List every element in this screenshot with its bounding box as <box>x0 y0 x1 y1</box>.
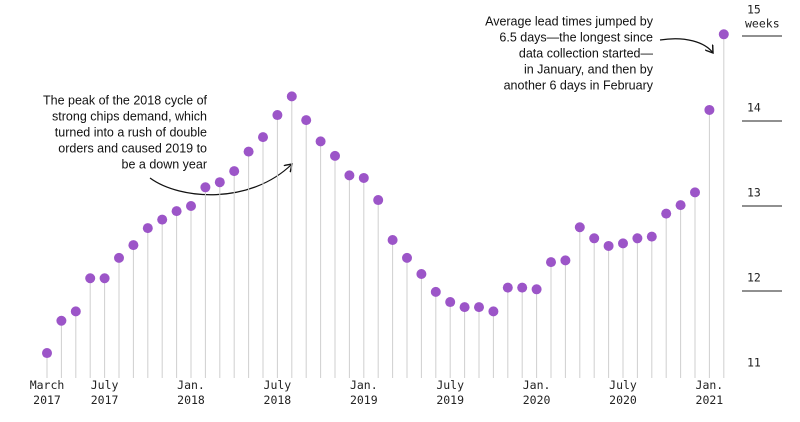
annotation: in January, and then by <box>524 62 654 76</box>
x-tick-label: July 2019 <box>436 378 465 407</box>
dot <box>445 297 456 308</box>
dot <box>42 348 52 359</box>
y-tick-label: 13 <box>747 186 761 200</box>
x-tick-label: July 2020 <box>609 378 637 407</box>
x-tick-label: July 2018 <box>263 378 292 407</box>
dot <box>358 172 369 183</box>
arrow <box>149 164 292 196</box>
y-tick-label: 14 <box>747 101 761 115</box>
annotation: another 6 days in February <box>504 78 654 92</box>
dot <box>517 282 528 293</box>
dot <box>258 132 268 143</box>
annotation: strong chips demand, which <box>52 109 207 123</box>
dot <box>488 306 499 317</box>
dot <box>286 91 297 102</box>
dot <box>589 233 600 244</box>
annotation: be a down year <box>122 157 207 171</box>
arrow <box>659 38 713 53</box>
dot <box>272 110 283 121</box>
dot <box>85 273 96 284</box>
dot <box>574 222 585 233</box>
dot <box>186 201 196 211</box>
dot <box>387 235 398 245</box>
x-tick-label: Jan. 2018 <box>177 378 205 407</box>
x-tick-label: July 2017 <box>90 378 119 407</box>
x-tick-label: Jan. 2020 <box>522 378 551 407</box>
dot <box>531 284 542 295</box>
dot <box>646 231 657 242</box>
annotation: orders and caused 2019 to <box>58 141 207 155</box>
dot <box>128 240 139 251</box>
annotation: The peak of the 2018 cycle of <box>43 93 208 107</box>
dot <box>56 315 67 326</box>
dot <box>171 206 182 217</box>
dot <box>214 177 225 188</box>
annotation: turned into a rush of double <box>55 125 207 139</box>
x-tick-label: Jan. 2021 <box>695 378 724 407</box>
dot <box>315 136 326 147</box>
dot <box>704 104 715 115</box>
dot <box>430 286 441 297</box>
dot <box>114 252 124 263</box>
dot <box>70 306 81 317</box>
dot <box>690 187 700 198</box>
dot <box>157 214 168 225</box>
y-tick-label: 12 <box>747 271 761 285</box>
dot <box>718 29 729 40</box>
x-tick-label: Jan. 2019 <box>349 378 378 407</box>
dot <box>459 302 470 313</box>
y-tick-label: 11 <box>747 356 761 370</box>
dot <box>661 208 672 219</box>
dot <box>373 195 384 206</box>
dot <box>618 238 628 249</box>
dot <box>402 252 412 263</box>
dot <box>200 182 211 193</box>
dot <box>99 273 110 284</box>
dot <box>632 233 643 244</box>
dot <box>546 257 556 268</box>
dot <box>229 166 240 177</box>
y-unit: weeks <box>745 17 780 31</box>
dot <box>675 200 686 211</box>
dot <box>142 223 153 234</box>
dot <box>301 115 312 126</box>
dot <box>330 150 340 161</box>
y-tick-label: 15 <box>747 3 761 17</box>
dot <box>344 170 355 181</box>
annotation: data collection started— <box>519 46 654 60</box>
dot <box>603 240 614 251</box>
dot <box>474 302 484 313</box>
x-tick-label: March 2017 <box>29 378 65 407</box>
dot <box>416 269 427 279</box>
dot <box>560 255 571 266</box>
dot <box>502 282 513 293</box>
annotation: 6.5 days—the longest since <box>499 30 653 44</box>
annotation: Average lead times jumped by <box>485 14 654 28</box>
dot <box>243 146 254 157</box>
